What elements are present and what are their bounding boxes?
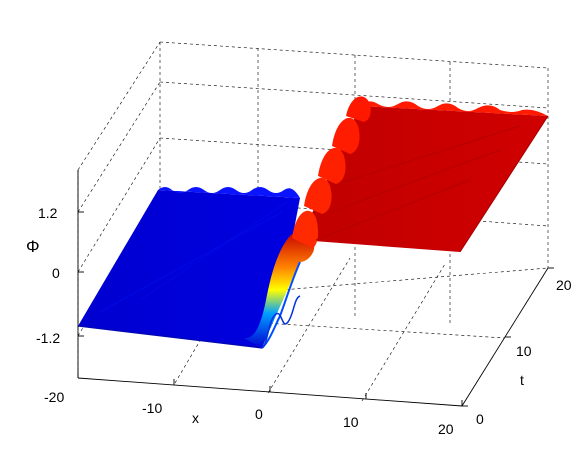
t-tick-labels: 0 10 20 xyxy=(476,277,572,427)
x-tick-label: 10 xyxy=(343,414,359,430)
z-tick-labels: 1.2 0 -1.2 xyxy=(36,205,60,346)
x-tick-labels: -20 -10 0 10 20 xyxy=(44,389,454,437)
x-tick-label: 0 xyxy=(255,406,263,422)
x-tick-label: -20 xyxy=(44,389,64,405)
z-tick-label: -1.2 xyxy=(36,330,60,346)
t-tick-label: 20 xyxy=(556,277,572,293)
z-tick-label: 0 xyxy=(52,265,60,281)
t-tick-label: 10 xyxy=(516,343,532,359)
x-tick-label: -10 xyxy=(142,400,162,416)
x-tick-label: 20 xyxy=(438,421,454,437)
kink-front xyxy=(99,96,521,349)
axes-lines xyxy=(77,170,554,407)
surface-low-plateau xyxy=(77,187,300,349)
surface-high-plateau xyxy=(300,101,549,253)
z-axis-label: Φ xyxy=(26,237,40,256)
x-axis-label: x xyxy=(192,410,199,426)
z-tick-label: 1.2 xyxy=(38,205,58,221)
t-tick-label: 0 xyxy=(476,411,484,427)
t-axis-label: t xyxy=(520,372,524,388)
